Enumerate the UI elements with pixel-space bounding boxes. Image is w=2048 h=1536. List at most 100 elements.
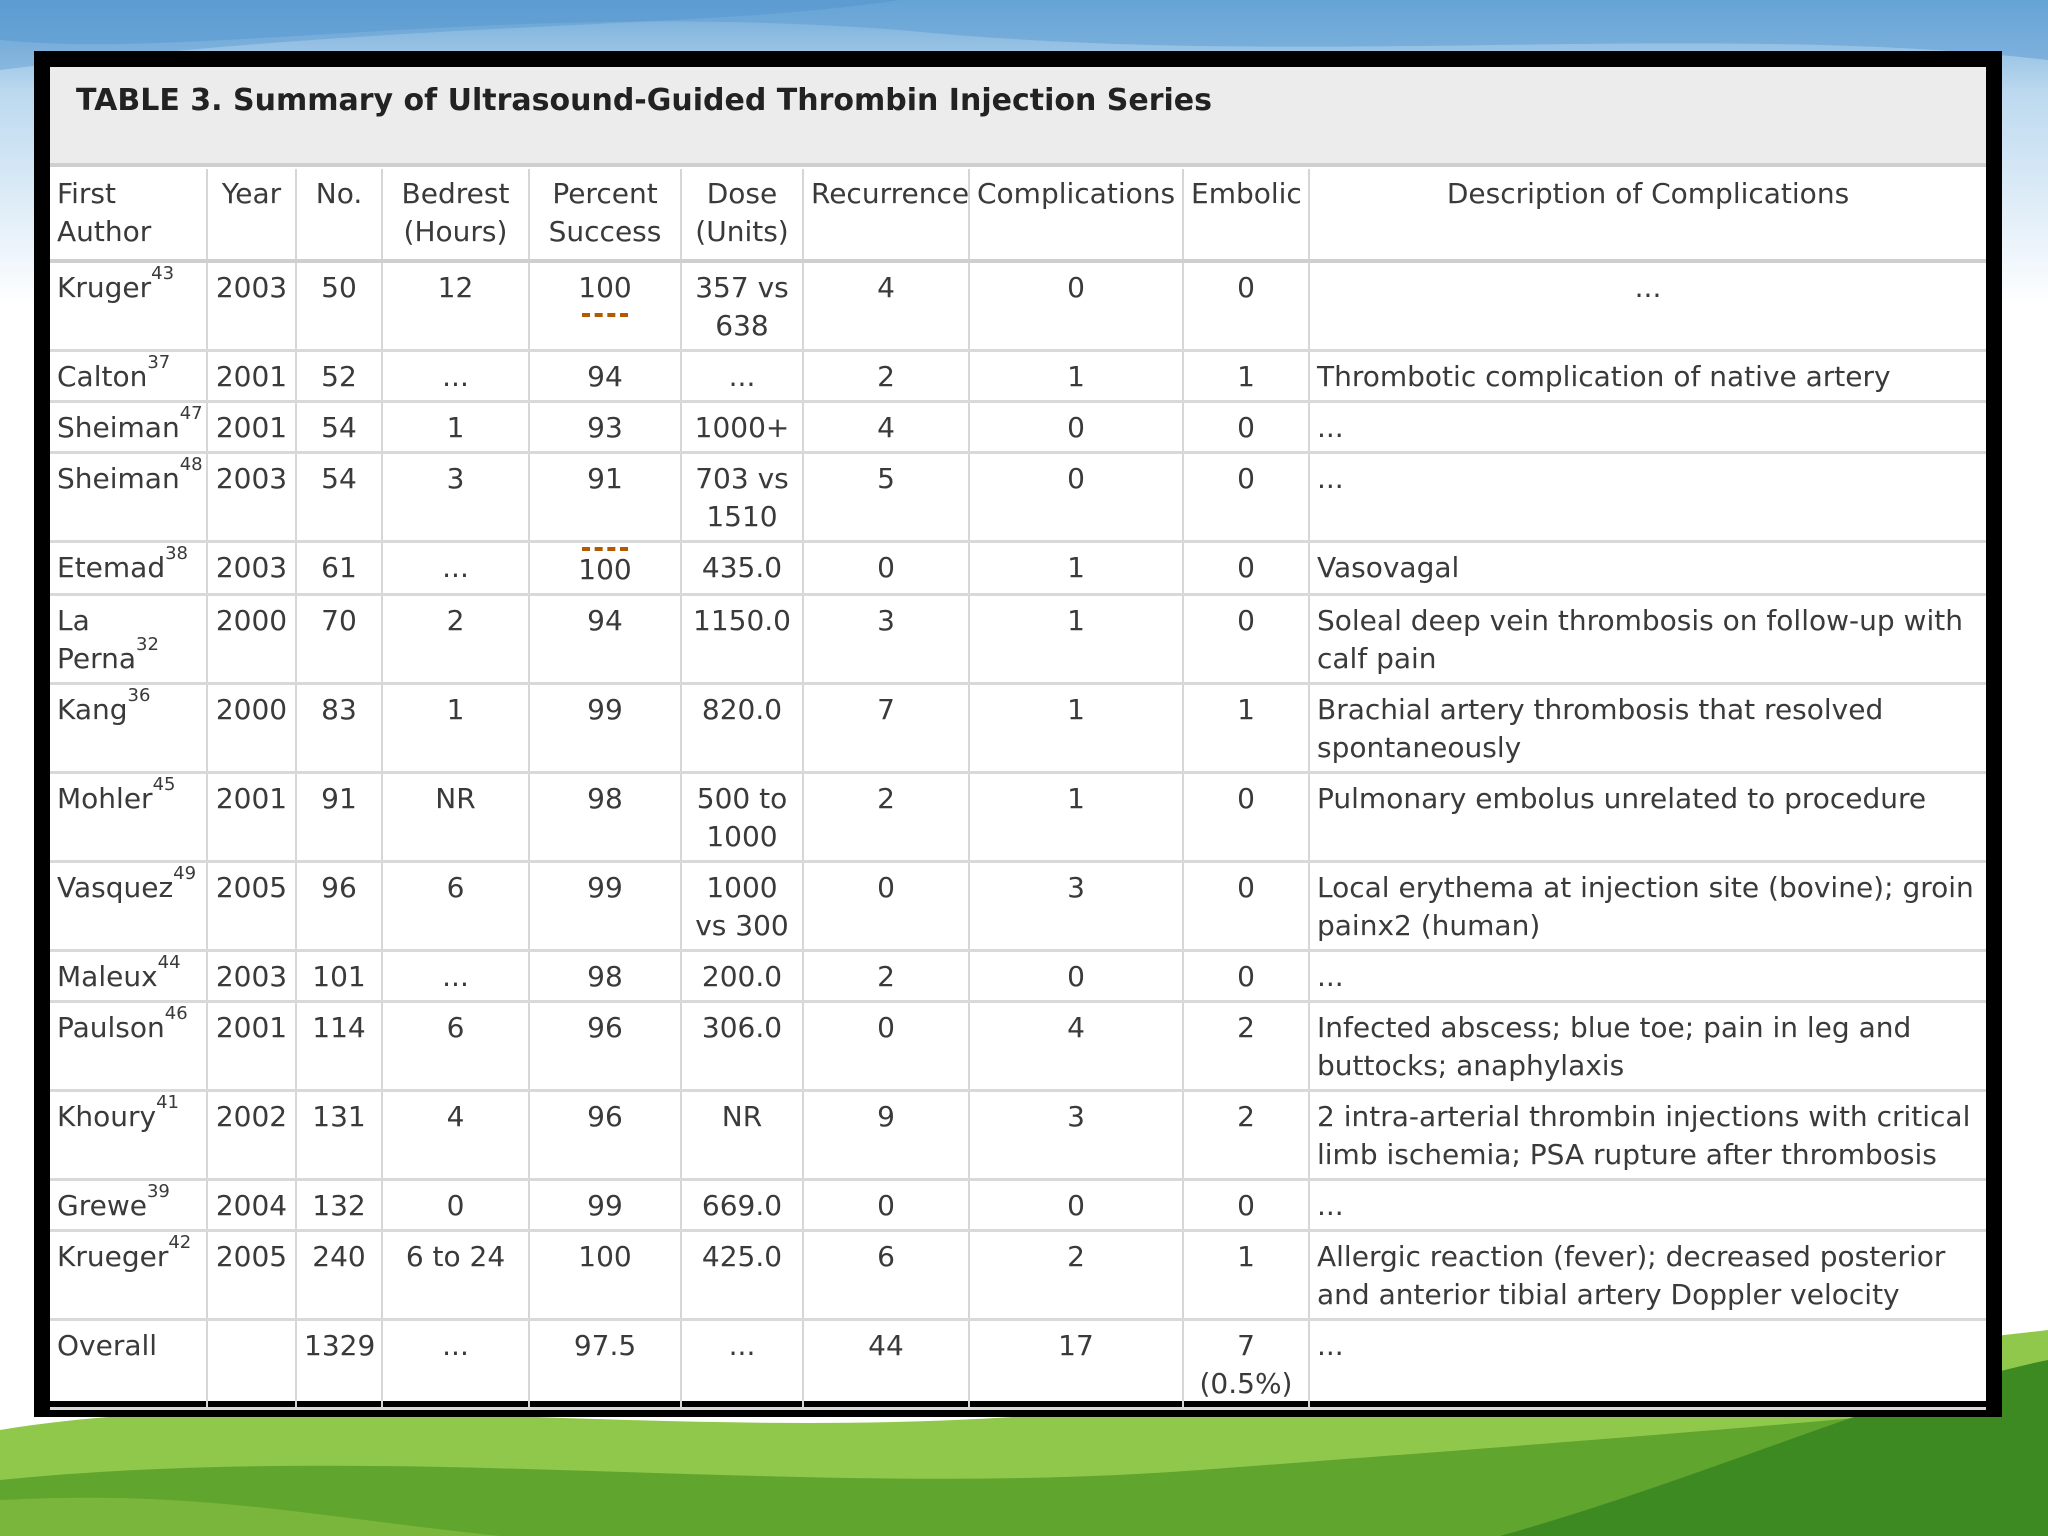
- dose-cell: 425.0: [681, 1230, 804, 1321]
- table-frame: TABLE 3. Summary of Ultrasound-Guided Th…: [34, 51, 2002, 1417]
- description-cell: Brachial artery thrombosis that resolved…: [1309, 683, 1986, 774]
- percent-cell: 100: [529, 1230, 682, 1321]
- description-cell: ...: [1309, 1179, 1986, 1232]
- complications-cell: 0: [969, 1179, 1184, 1232]
- year-cell: 2000: [207, 683, 297, 774]
- description-cell: ...: [1309, 950, 1986, 1003]
- complications-cell: 1: [969, 594, 1184, 685]
- embolic-cell: 1: [1183, 683, 1310, 774]
- table-row: Paulson46 2001 114 6 96 306.0 0 4 2 Infe…: [50, 1001, 1986, 1092]
- year-cell: 2001: [207, 1001, 297, 1092]
- table-row: Khoury41 2002 131 4 96 NR 9 3 2 2 intra-…: [50, 1090, 1986, 1181]
- table-row: Kruger43 2003 50 12 100 357 vs 638 4 0 0…: [50, 261, 1986, 352]
- year-cell: 2005: [207, 1230, 297, 1321]
- table-row: Grewe39 2004 132 0 99 669.0 0 0 0 ...: [50, 1179, 1986, 1232]
- number-cell: 96: [296, 861, 383, 952]
- complications-cell: 0: [969, 950, 1184, 1003]
- header-recurrence: Recurrence: [803, 169, 970, 263]
- author-cell: Kruger43: [50, 261, 208, 352]
- dose-cell: 820.0: [681, 683, 804, 774]
- number-cell: 132: [296, 1179, 383, 1232]
- dose-cell: 1000+: [681, 401, 804, 454]
- bedrest-cell: 1: [382, 683, 530, 774]
- embolic-cell: 0: [1183, 861, 1310, 952]
- embolic-cell: 1: [1183, 1230, 1310, 1321]
- embolic-cell: 0: [1183, 541, 1310, 596]
- table-row: Mohler45 2001 91 NR 98 500 to 1000 2 1 0…: [50, 772, 1986, 863]
- reference-number: 38: [165, 543, 189, 564]
- number-cell: 54: [296, 452, 383, 543]
- recurrence-cell: 5: [803, 452, 970, 543]
- table-row: Sheiman48 2003 54 3 91 703 vs 1510 5 0 0…: [50, 452, 1986, 543]
- bedrest-cell: 2: [382, 594, 530, 685]
- dose-cell: NR: [681, 1090, 804, 1181]
- number-cell: 83: [296, 683, 383, 774]
- bedrest-cell: 6 to 24: [382, 1230, 530, 1321]
- embolic-cell: 0: [1183, 772, 1310, 863]
- percent-cell: 98: [529, 772, 682, 863]
- author-cell: Grewe39: [50, 1179, 208, 1232]
- dose-cell: 357 vs 638: [681, 261, 804, 352]
- embolic-cell: 2: [1183, 1090, 1310, 1181]
- embolic-cell: 0: [1183, 452, 1310, 543]
- percent-cell: 100: [529, 261, 682, 352]
- recurrence-cell: 3: [803, 594, 970, 685]
- dose-cell: 435.0: [681, 541, 804, 596]
- bedrest-cell: 6: [382, 1001, 530, 1092]
- year-cell: 2004: [207, 1179, 297, 1232]
- complications-cell: 0: [969, 452, 1184, 543]
- recurrence-cell: 0: [803, 1001, 970, 1092]
- reference-number: 42: [168, 1232, 192, 1253]
- description-cell: ...: [1309, 401, 1986, 454]
- description-cell: Vasovagal: [1309, 541, 1986, 596]
- number-cell: 101: [296, 950, 383, 1003]
- dose-cell: 1150.0: [681, 594, 804, 685]
- table-body: Kruger43 2003 50 12 100 357 vs 638 4 0 0…: [50, 261, 1986, 1410]
- header-dose: Dose (Units): [681, 169, 804, 263]
- recurrence-cell: 4: [803, 261, 970, 352]
- bedrest-cell: ...: [382, 1319, 530, 1410]
- embolic-cell: 0: [1183, 1179, 1310, 1232]
- complications-cell: 3: [969, 861, 1184, 952]
- complications-cell: 0: [969, 401, 1184, 454]
- complications-cell: 17: [969, 1319, 1184, 1410]
- year-cell: 2001: [207, 350, 297, 403]
- recurrence-cell: 7: [803, 683, 970, 774]
- year-cell: 2003: [207, 261, 297, 352]
- year-cell: 2001: [207, 772, 297, 863]
- author-cell: Calton37: [50, 350, 208, 403]
- year-cell: 2000: [207, 594, 297, 685]
- complications-cell: 1: [969, 350, 1184, 403]
- bedrest-cell: ...: [382, 350, 530, 403]
- table-row: Krueger42 2005 240 6 to 24 100 425.0 6 2…: [50, 1230, 1986, 1321]
- table-row: Maleux44 2003 101 ... 98 200.0 2 0 0 ...: [50, 950, 1986, 1003]
- dashed-overline-mark: [582, 547, 628, 551]
- bedrest-cell: 4: [382, 1090, 530, 1181]
- description-cell: Thrombotic complication of native artery: [1309, 350, 1986, 403]
- recurrence-cell: 44: [803, 1319, 970, 1410]
- author-cell: Sheiman47: [50, 401, 208, 454]
- reference-number: 43: [151, 263, 175, 284]
- author-cell: La Perna32: [50, 594, 208, 685]
- dose-cell: ...: [681, 350, 804, 403]
- number-cell: 52: [296, 350, 383, 403]
- percent-cell: 93: [529, 401, 682, 454]
- author-cell: Sheiman48: [50, 452, 208, 543]
- table-row: Vasquez49 2005 96 6 99 1000 vs 300 0 3 0…: [50, 861, 1986, 952]
- bedrest-cell: 1: [382, 401, 530, 454]
- reference-number: 45: [152, 774, 176, 795]
- header-bedrest: Bedrest (Hours): [382, 169, 530, 263]
- author-cell: Etemad38: [50, 541, 208, 596]
- percent-cell: 91: [529, 452, 682, 543]
- reference-number: 44: [157, 952, 181, 973]
- table-row: La Perna32 2000 70 2 94 1150.0 3 1 0 Sol…: [50, 594, 1986, 685]
- bedrest-cell: NR: [382, 772, 530, 863]
- embolic-cell: 2: [1183, 1001, 1310, 1092]
- table-row: Sheiman47 2001 54 1 93 1000+ 4 0 0 ...: [50, 401, 1986, 454]
- percent-cell: 99: [529, 1179, 682, 1232]
- bedrest-cell: 6: [382, 861, 530, 952]
- dose-cell: 1000 vs 300: [681, 861, 804, 952]
- embolic-cell: 0: [1183, 261, 1310, 352]
- recurrence-cell: 2: [803, 350, 970, 403]
- percent-cell: 97.5: [529, 1319, 682, 1410]
